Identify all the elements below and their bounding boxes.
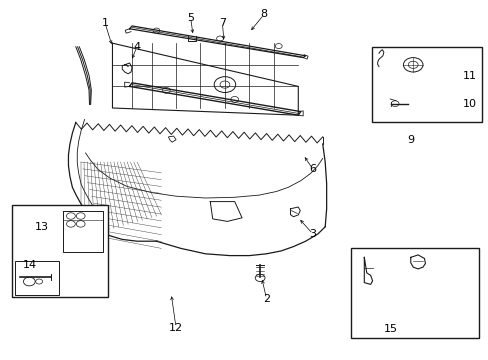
Text: 3: 3 [309,229,316,239]
Text: 11: 11 [462,71,475,81]
Text: 12: 12 [169,323,183,333]
Text: 5: 5 [187,13,194,23]
Bar [15,261,59,295]
Text: 6: 6 [309,164,316,174]
Text: 4: 4 [133,42,140,52]
Text: 15: 15 [384,324,397,334]
Text: 10: 10 [462,99,475,109]
Text: 14: 14 [23,260,37,270]
Text: 7: 7 [219,18,225,28]
Text: 9: 9 [407,135,413,145]
Text: 8: 8 [260,9,267,19]
Bar [12,205,107,297]
Bar [350,248,478,338]
Text: 13: 13 [35,222,48,232]
Text: 2: 2 [263,294,269,304]
Text: 1: 1 [102,18,108,28]
Bar [371,47,481,122]
